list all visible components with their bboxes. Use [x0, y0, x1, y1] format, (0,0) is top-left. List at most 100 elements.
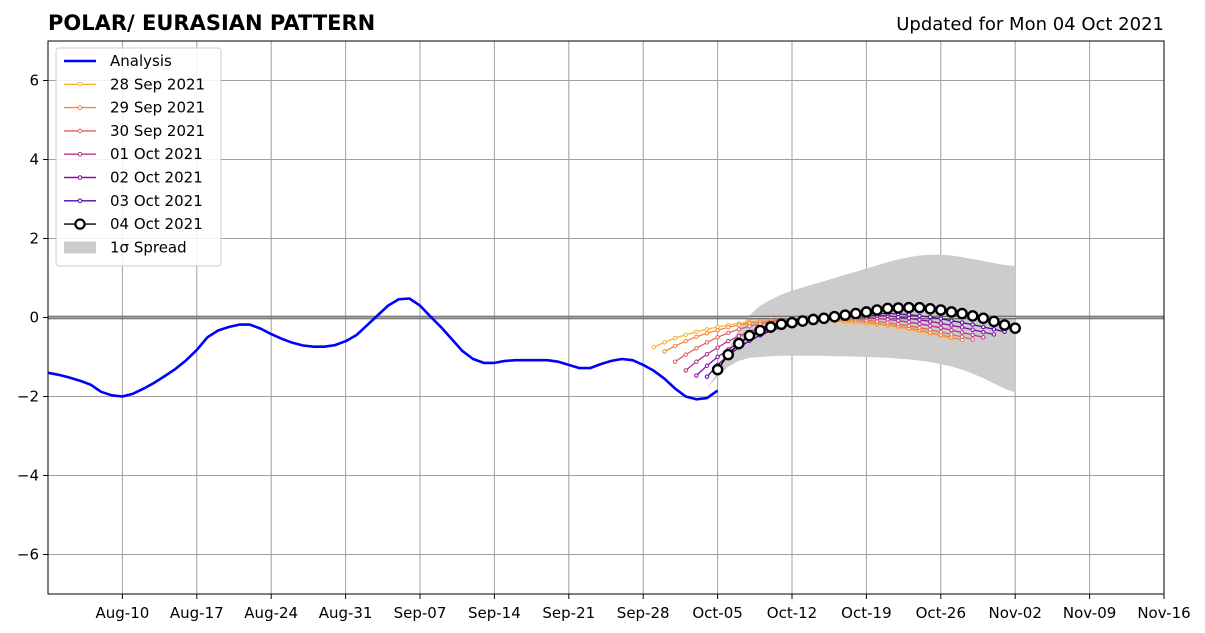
- data-point: [949, 327, 954, 333]
- data-point: [906, 320, 912, 325]
- data-point: [917, 317, 922, 323]
- data-point: [786, 316, 798, 329]
- data-point: [715, 354, 720, 360]
- data-point: [694, 359, 699, 364]
- x-tick-label: Oct-12: [767, 604, 817, 622]
- data-point: [715, 327, 720, 333]
- data-point: [959, 330, 965, 335]
- data-point: [977, 312, 990, 325]
- x-axis: Aug-10 Aug-17 Aug-24 Aug-31 Sep-07 Sep-14 Sep-…: [96, 594, 1191, 622]
- data-point: [807, 313, 820, 326]
- legend-marker: [77, 105, 83, 110]
- data-point: [970, 332, 975, 338]
- x-tick-label: Oct-05: [692, 604, 742, 622]
- data-point: [956, 307, 968, 320]
- legend-label: 1σ Spread: [110, 238, 187, 256]
- data-point: [991, 327, 997, 332]
- data-point: [860, 306, 873, 318]
- data-point: [651, 344, 657, 350]
- y-tick-label: 4: [29, 151, 39, 169]
- data-point: [1009, 322, 1022, 334]
- data-point: [927, 314, 933, 320]
- legend-item: 03 Oct 2021: [64, 192, 203, 210]
- data-point: [906, 316, 912, 321]
- data-point: [704, 327, 710, 332]
- data-point: [726, 339, 731, 344]
- data-point: [938, 329, 943, 335]
- y-tick-label: 2: [29, 230, 39, 248]
- data-point: [924, 303, 936, 315]
- data-point: [764, 321, 777, 333]
- data-point: [672, 343, 678, 349]
- x-tick-label: Aug-31: [319, 604, 373, 622]
- data-point: [906, 323, 912, 328]
- y-tick-label: −6: [17, 546, 39, 564]
- data-point: [927, 327, 933, 332]
- x-tick-label: Aug-17: [170, 604, 224, 622]
- data-point: [662, 349, 667, 354]
- x-tick-label: Nov-16: [1137, 604, 1190, 622]
- data-point: [938, 316, 943, 321]
- legend-item: 29 Sep 2021: [64, 99, 205, 117]
- y-axis: −6 −4 −2 0 2 4 6: [17, 72, 48, 564]
- data-point: [917, 325, 922, 330]
- data-point: [747, 323, 752, 329]
- data-point: [672, 335, 678, 341]
- data-point: [981, 335, 986, 340]
- legend-swatch: [64, 241, 96, 254]
- data-point: [917, 313, 922, 319]
- data-point: [711, 363, 724, 376]
- legend-item: 01 Oct 2021: [64, 145, 203, 163]
- x-tick-label: Sep-14: [468, 604, 521, 622]
- legend-marker: [77, 175, 83, 180]
- y-tick-label: 6: [29, 72, 39, 90]
- data-point: [981, 324, 986, 330]
- x-tick-label: Nov-02: [989, 604, 1042, 622]
- data-point: [998, 319, 1011, 331]
- data-point: [704, 331, 710, 336]
- data-point: [683, 352, 688, 357]
- x-tick-label: Sep-28: [617, 604, 670, 622]
- data-point: [736, 333, 742, 339]
- data-point: [694, 329, 699, 334]
- data-point: [970, 327, 975, 332]
- legend-item: 30 Sep 2021: [64, 122, 205, 140]
- data-point: [726, 325, 731, 330]
- legend: Analysis 28 Sep 2021 29 Sep 2021 30 Sep 202…: [55, 47, 222, 267]
- data-point: [704, 374, 710, 379]
- y-tick-label: −4: [17, 467, 39, 485]
- data-point: [704, 363, 710, 368]
- legend-label: 30 Sep 2021: [110, 122, 205, 140]
- legend-label: 04 Oct 2021: [110, 215, 203, 233]
- legend-item: 1σ Spread: [64, 238, 187, 256]
- data-point: [662, 340, 667, 345]
- data-point: [949, 332, 954, 337]
- data-point: [736, 327, 742, 332]
- data-point: [913, 301, 926, 314]
- series-7: [711, 301, 1022, 376]
- data-point: [733, 337, 745, 350]
- legend-label: 03 Oct 2021: [110, 192, 203, 210]
- data-point: [683, 368, 688, 373]
- updated-label: Updated for Mon 04 Oct 2021: [896, 14, 1164, 35]
- data-point: [828, 310, 841, 323]
- legend-marker: [74, 218, 86, 230]
- legend-label: 01 Oct 2021: [110, 145, 203, 163]
- data-point: [949, 318, 954, 323]
- data-point: [715, 335, 720, 340]
- data-point: [694, 373, 699, 378]
- data-point: [892, 302, 905, 314]
- data-point: [970, 337, 975, 342]
- data-point: [715, 345, 720, 350]
- data-point: [935, 304, 947, 316]
- x-tick-label: Nov-09: [1063, 604, 1116, 622]
- data-point: [775, 318, 788, 331]
- legend-marker: [77, 198, 83, 204]
- data-point: [722, 348, 735, 361]
- data-point: [726, 330, 731, 336]
- data-point: [704, 340, 710, 345]
- data-point: [903, 301, 915, 314]
- data-point: [849, 307, 862, 320]
- legend-item: 28 Sep 2021: [64, 75, 205, 93]
